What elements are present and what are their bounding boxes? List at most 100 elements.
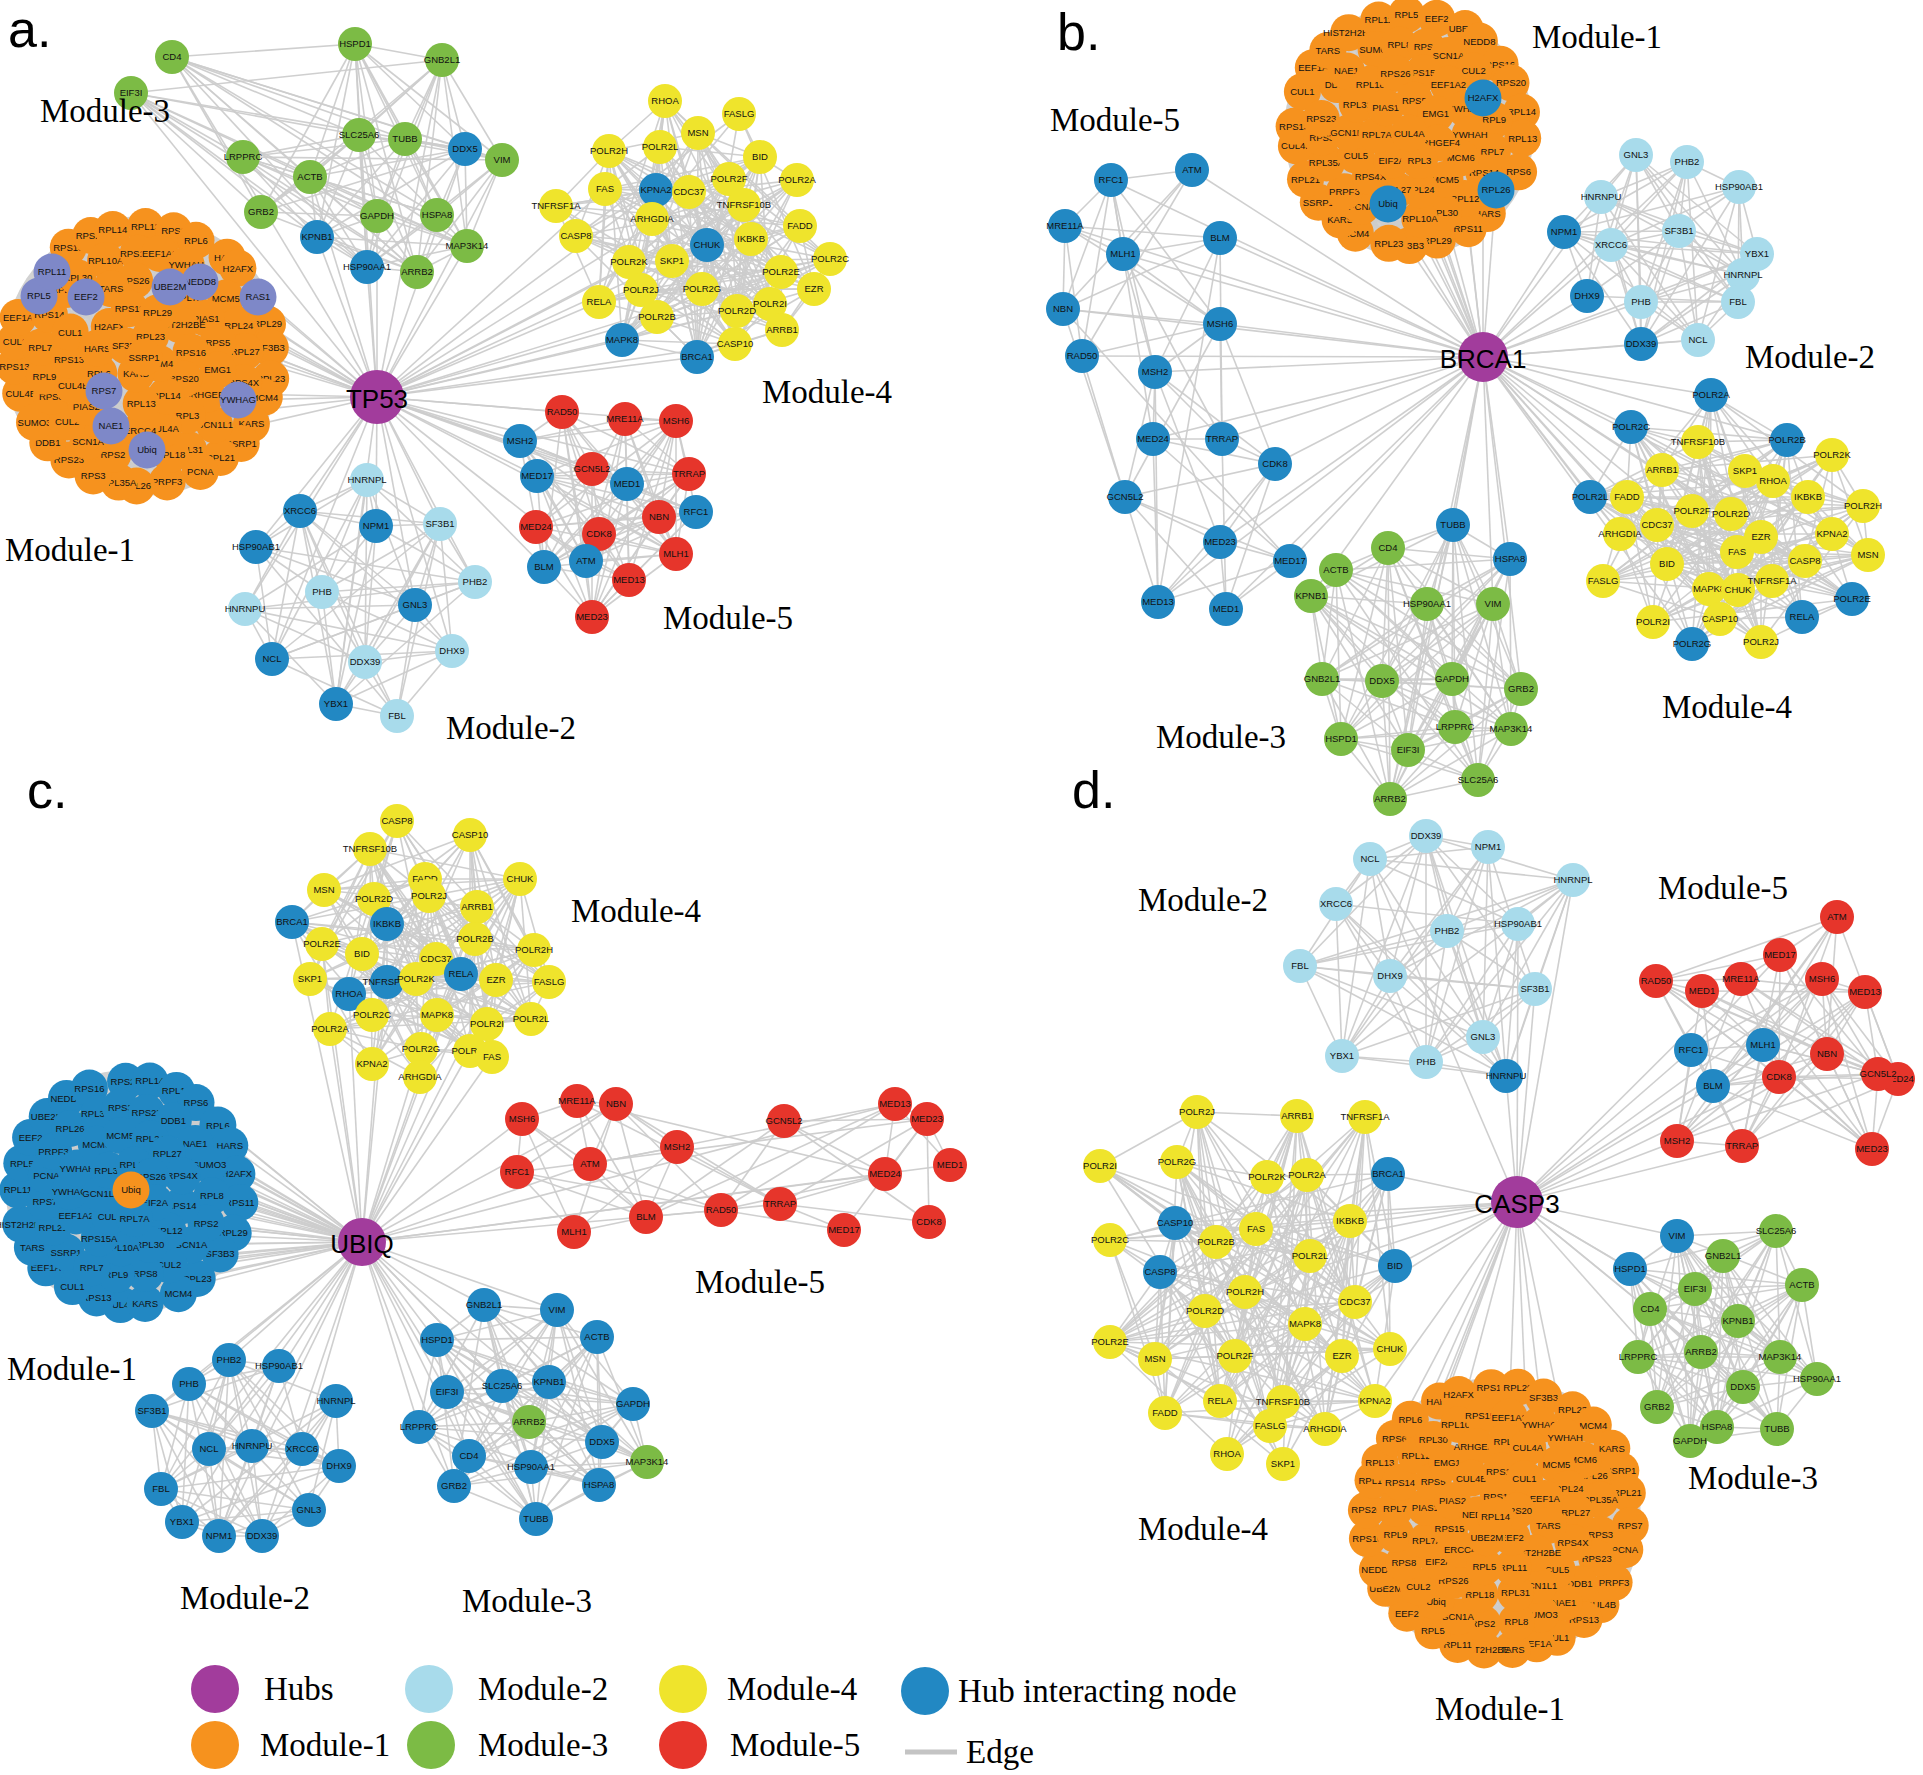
svg-text:RPL18: RPL18	[1465, 1589, 1494, 1600]
svg-text:RAD50: RAD50	[706, 1204, 737, 1215]
svg-text:DDX5: DDX5	[1369, 675, 1394, 686]
svg-text:LRPPRC: LRPPRC	[1619, 1351, 1658, 1362]
svg-text:LRPPRC: LRPPRC	[1436, 721, 1475, 732]
svg-text:MSH6: MSH6	[1809, 973, 1835, 984]
svg-text:RPL11: RPL11	[1499, 1562, 1527, 1573]
svg-text:RHOA: RHOA	[1213, 1448, 1241, 1459]
svg-text:TRRAP: TRRAP	[1726, 1140, 1758, 1151]
svg-text:Ubiq: Ubiq	[137, 444, 157, 455]
svg-text:HSP90AB1: HSP90AB1	[1494, 918, 1542, 929]
svg-text:CASP8: CASP8	[560, 230, 591, 241]
svg-text:RHOA: RHOA	[1759, 475, 1787, 486]
svg-text:RPL31: RPL31	[1501, 1587, 1530, 1598]
svg-text:EIF3I: EIF3I	[1397, 744, 1420, 755]
svg-text:MED23: MED23	[911, 1113, 943, 1124]
svg-text:PHB: PHB	[179, 1378, 199, 1389]
svg-text:EZR: EZR	[487, 974, 506, 985]
svg-text:DDB1: DDB1	[161, 1115, 186, 1126]
svg-text:VIM: VIM	[1669, 1230, 1686, 1241]
svg-text:ARRB2: ARRB2	[1374, 793, 1406, 804]
svg-text:XRCC6: XRCC6	[1595, 239, 1627, 250]
svg-text:FAS: FAS	[483, 1051, 501, 1062]
svg-text:POLR2C: POLR2C	[811, 253, 849, 264]
svg-text:POLR2J: POLR2J	[623, 284, 659, 295]
svg-text:HSP90AB1: HSP90AB1	[232, 541, 280, 552]
svg-text:GAPDH: GAPDH	[1435, 673, 1469, 684]
svg-text:MED13: MED13	[613, 574, 645, 585]
svg-text:POLR2A: POLR2A	[1692, 389, 1730, 400]
svg-text:RPS11: RPS11	[1453, 223, 1482, 234]
svg-text:RPL7A: RPL7A	[119, 1213, 150, 1224]
svg-text:HNRNPL: HNRNPL	[316, 1395, 355, 1406]
svg-text:CDK8: CDK8	[1766, 1071, 1791, 1082]
svg-text:POLR2A: POLR2A	[311, 1023, 349, 1034]
svg-text:CDK8: CDK8	[586, 528, 611, 539]
svg-text:SKP1: SKP1	[1271, 1458, 1295, 1469]
svg-text:BRCA1: BRCA1	[1440, 344, 1527, 374]
svg-text:DDX5: DDX5	[452, 143, 477, 154]
svg-text:GAPDH: GAPDH	[1673, 1435, 1707, 1446]
svg-text:TARS: TARS	[20, 1242, 45, 1253]
svg-text:POLR2C: POLR2C	[353, 1009, 391, 1020]
svg-text:CDC37: CDC37	[1641, 519, 1672, 530]
svg-text:d.: d.	[1072, 761, 1115, 819]
svg-text:FASLG: FASLG	[1255, 1420, 1286, 1431]
svg-text:FADD: FADD	[1152, 1407, 1177, 1418]
svg-text:GRB2: GRB2	[441, 1480, 467, 1491]
svg-text:ATM: ATM	[1827, 911, 1846, 922]
svg-text:RPS8: RPS8	[133, 1268, 158, 1279]
svg-text:POLR2G: POLR2G	[402, 1043, 441, 1054]
svg-text:Module-5: Module-5	[1050, 102, 1180, 138]
svg-text:BLM: BLM	[1703, 1080, 1723, 1091]
svg-text:SF3B3: SF3B3	[1529, 1392, 1558, 1403]
svg-text:CASP10: CASP10	[717, 338, 753, 349]
svg-text:DHX9: DHX9	[1574, 290, 1599, 301]
svg-text:HNRNPU: HNRNPU	[232, 1440, 273, 1451]
svg-text:GNB2L1: GNB2L1	[1304, 673, 1340, 684]
svg-text:GCN5L2: GCN5L2	[1860, 1068, 1897, 1079]
svg-text:ATM: ATM	[576, 555, 595, 566]
svg-text:MSH6: MSH6	[509, 1113, 535, 1124]
svg-text:RPS7: RPS7	[1618, 1520, 1643, 1531]
svg-text:RPL13: RPL13	[127, 398, 156, 409]
svg-text:CDC37: CDC37	[1339, 1296, 1370, 1307]
svg-text:YWHAH: YWHAH	[1548, 1432, 1584, 1443]
svg-text:MAP3K14: MAP3K14	[1759, 1351, 1802, 1362]
svg-text:RPL29: RPL29	[253, 318, 282, 329]
svg-text:TNFRSF1A: TNFRSF1A	[1340, 1111, 1390, 1122]
svg-text:EEF1A: EEF1A	[1530, 1493, 1561, 1504]
svg-text:UBIQ: UBIQ	[330, 1229, 394, 1259]
svg-text:NEDD8: NEDD8	[1463, 36, 1495, 47]
svg-text:RPS16: RPS16	[74, 1083, 104, 1094]
svg-text:TNFRSF1A: TNFRSF1A	[1747, 575, 1797, 586]
svg-text:POLR2L: POLR2L	[1572, 491, 1608, 502]
svg-text:TARS: TARS	[1536, 1520, 1561, 1531]
svg-text:RPL7A: RPL7A	[1362, 129, 1393, 140]
svg-text:FADD: FADD	[1614, 491, 1639, 502]
svg-text:MED24: MED24	[869, 1168, 901, 1179]
svg-text:MRE11A: MRE11A	[606, 413, 644, 424]
svg-text:BRCA1: BRCA1	[681, 351, 713, 362]
svg-text:Module-3: Module-3	[1156, 719, 1286, 755]
svg-text:KPNB1: KPNB1	[1722, 1315, 1753, 1326]
svg-text:RFC1: RFC1	[684, 506, 709, 517]
svg-text:Module-3: Module-3	[1688, 1460, 1818, 1496]
svg-text:LRPPRC: LRPPRC	[400, 1421, 439, 1432]
svg-text:POLR2D: POLR2D	[1186, 1305, 1224, 1316]
svg-text:RPS13: RPS13	[54, 354, 84, 365]
svg-text:BID: BID	[752, 151, 768, 162]
svg-text:RPS6: RPS6	[184, 1097, 209, 1108]
svg-text:CUL2: CUL2	[1406, 1581, 1430, 1592]
svg-text:RPS4X: RPS4X	[1557, 1537, 1589, 1548]
svg-text:POLR2A: POLR2A	[1288, 1169, 1326, 1180]
svg-text:PIAS1: PIAS1	[1372, 102, 1399, 113]
svg-text:RELA: RELA	[587, 296, 612, 307]
svg-text:KPNA2: KPNA2	[1816, 528, 1847, 539]
svg-text:CASP3: CASP3	[1474, 1189, 1559, 1219]
svg-text:MAPK8: MAPK8	[1693, 583, 1725, 594]
svg-text:CASP8: CASP8	[1144, 1266, 1175, 1277]
svg-text:POLR2L: POLR2L	[642, 141, 678, 152]
svg-text:CASP10: CASP10	[1157, 1217, 1193, 1228]
svg-text:MSH2: MSH2	[507, 435, 533, 446]
svg-text:PHB: PHB	[312, 586, 332, 597]
